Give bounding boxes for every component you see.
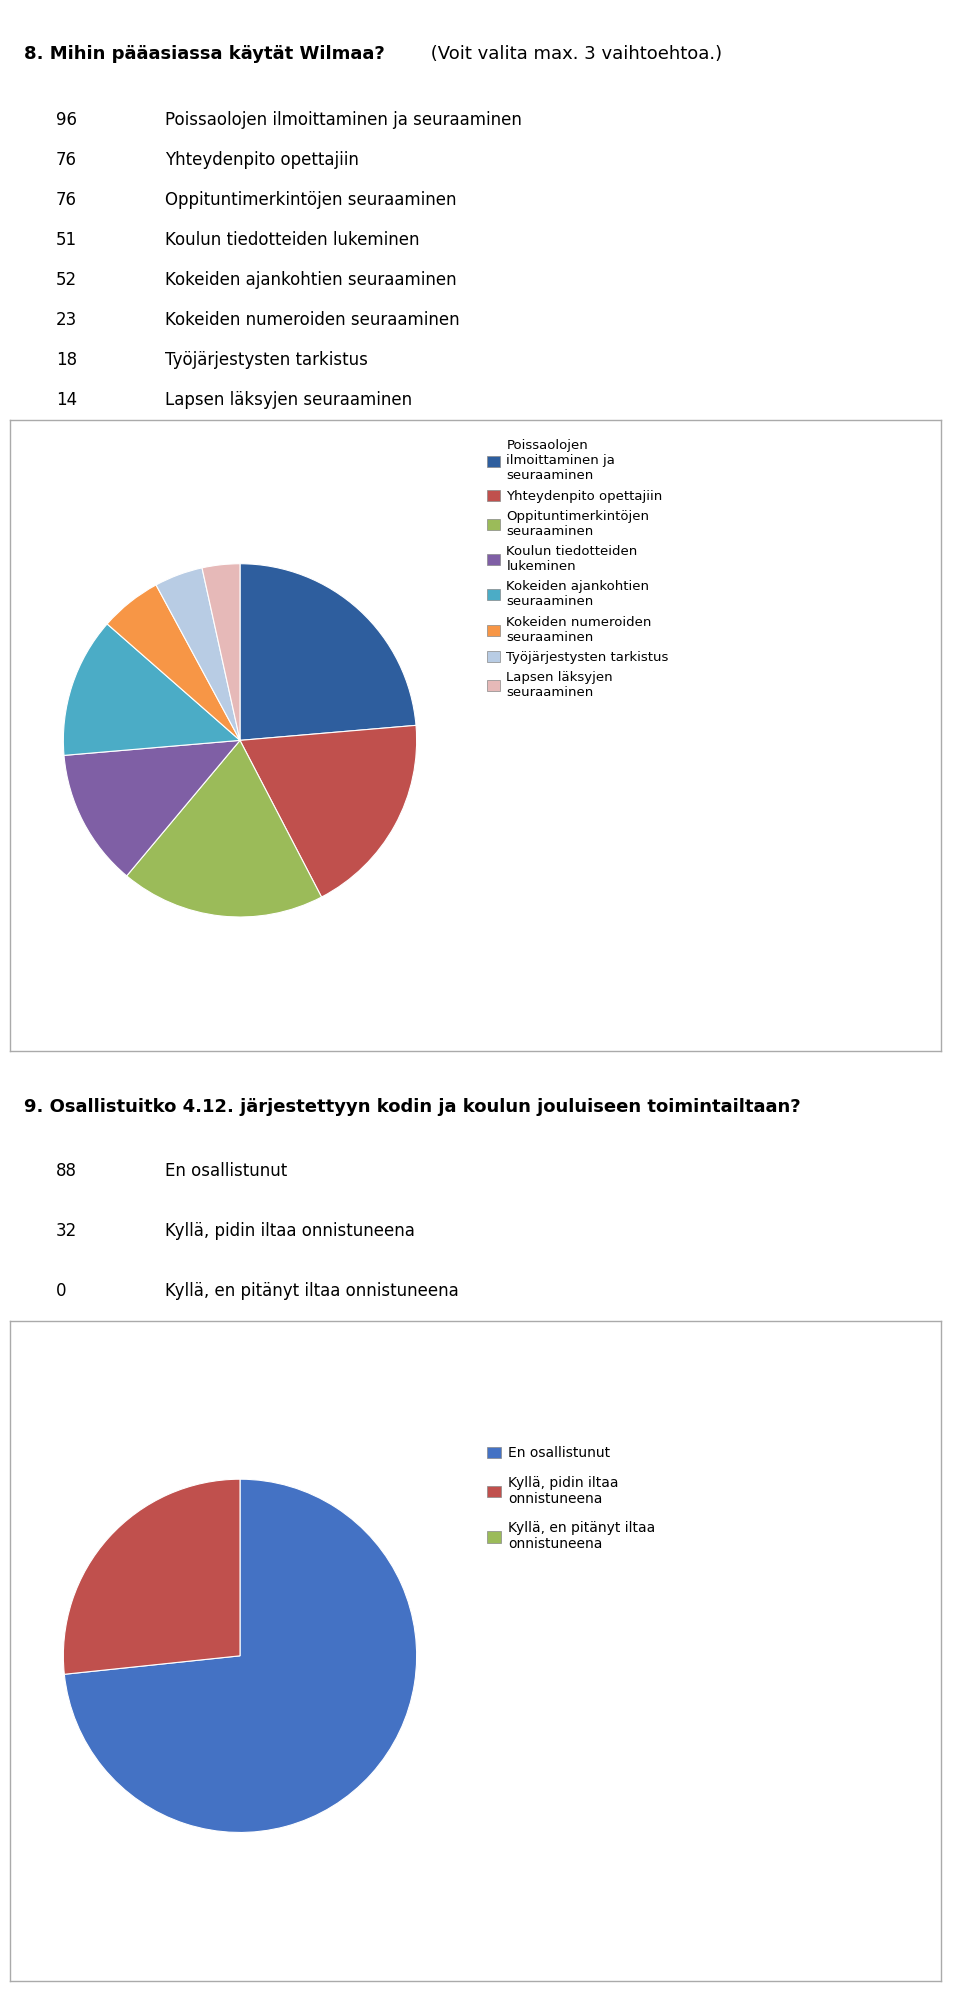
Text: Poissaolojen ilmoittaminen ja seuraaminen: Poissaolojen ilmoittaminen ja seuraamine… [165,112,522,128]
Text: 0: 0 [56,1283,66,1299]
Text: 76: 76 [56,192,77,208]
Text: 9. Osallistuitko 4.12. järjestettyyn kodin ja koulun jouluiseen toimintailtaan?: 9. Osallistuitko 4.12. järjestettyyn kod… [24,1099,801,1115]
Text: 88: 88 [56,1163,77,1179]
Text: Kokeiden ajankohtien seuraaminen: Kokeiden ajankohtien seuraaminen [165,272,457,288]
Text: Lapsen läksyjen seuraaminen: Lapsen läksyjen seuraaminen [165,392,413,408]
Text: 96: 96 [56,112,77,128]
Text: Kyllä, en pitänyt iltaa onnistuneena: Kyllä, en pitänyt iltaa onnistuneena [165,1283,459,1299]
Wedge shape [240,564,416,740]
Text: Oppituntimerkintöjen seuraaminen: Oppituntimerkintöjen seuraaminen [165,192,457,208]
Wedge shape [64,1479,417,1833]
Text: En osallistunut: En osallistunut [165,1163,288,1179]
Text: (Voit valita max. 3 vaihtoehtoa.): (Voit valita max. 3 vaihtoehtoa.) [425,46,723,62]
Text: 76: 76 [56,152,77,168]
Wedge shape [156,568,240,740]
Wedge shape [202,564,240,740]
Text: Työjärjestysten tarkistus: Työjärjestysten tarkistus [165,352,369,368]
Text: Koulun tiedotteiden lukeminen: Koulun tiedotteiden lukeminen [165,232,420,248]
Text: Kokeiden numeroiden seuraaminen: Kokeiden numeroiden seuraaminen [165,312,460,328]
Text: 8. Mihin pääasiassa käytät Wilmaa?: 8. Mihin pääasiassa käytät Wilmaa? [24,46,385,62]
Wedge shape [63,624,240,756]
Wedge shape [127,740,322,916]
Text: 14: 14 [56,392,77,408]
Text: 32: 32 [56,1223,77,1239]
Text: Yhteydenpito opettajiin: Yhteydenpito opettajiin [165,152,359,168]
Text: 51: 51 [56,232,77,248]
Text: 18: 18 [56,352,77,368]
Text: Kyllä, pidin iltaa onnistuneena: Kyllä, pidin iltaa onnistuneena [165,1223,416,1239]
Legend: Poissaolojen
ilmoittaminen ja
seuraaminen, Yhteydenpito opettajiin, Oppituntimer: Poissaolojen ilmoittaminen ja seuraamine… [487,440,669,698]
Wedge shape [64,740,240,876]
Wedge shape [108,584,240,740]
Wedge shape [63,1479,240,1675]
Wedge shape [240,724,417,896]
Legend: En osallistunut, Kyllä, pidin iltaa
onnistuneena, Kyllä, en pitänyt iltaa
onnist: En osallistunut, Kyllä, pidin iltaa onni… [487,1447,655,1551]
Text: 23: 23 [56,312,77,328]
Text: 52: 52 [56,272,77,288]
